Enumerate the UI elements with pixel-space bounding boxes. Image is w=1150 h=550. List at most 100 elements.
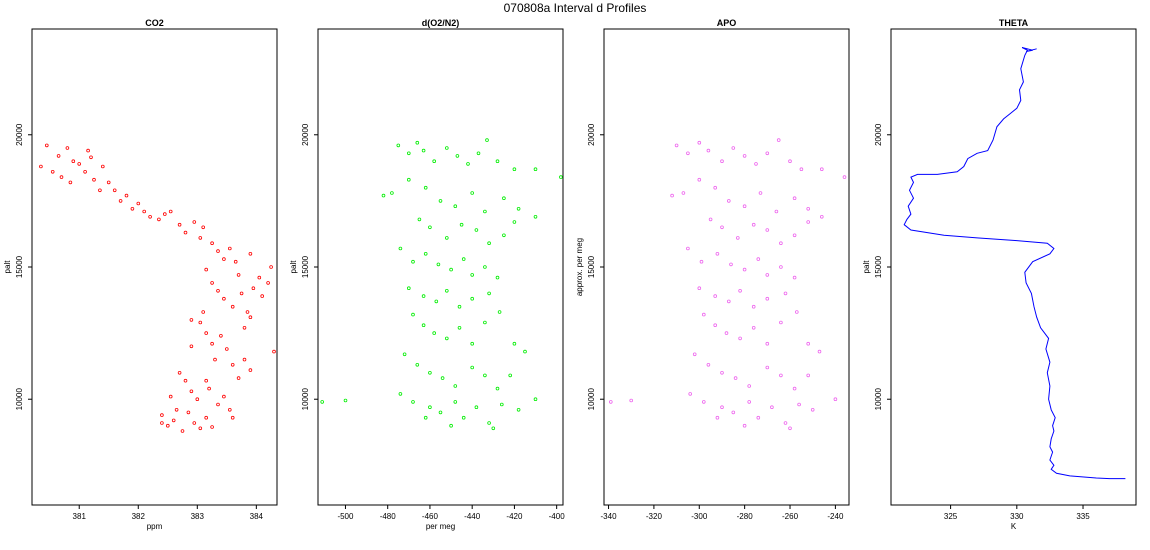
data-point	[210, 425, 214, 429]
data-point	[758, 191, 763, 195]
data-point	[210, 241, 214, 246]
data-point	[186, 410, 191, 415]
data-point	[756, 257, 761, 261]
data-point	[747, 384, 751, 388]
data-point	[402, 352, 407, 357]
data-point	[438, 410, 443, 415]
data-point	[699, 259, 704, 264]
data-point	[713, 294, 717, 298]
data-point	[228, 246, 232, 251]
data-point	[180, 429, 185, 433]
data-point	[406, 286, 411, 291]
data-point	[774, 209, 779, 214]
data-point	[228, 407, 232, 412]
data-point	[210, 281, 214, 285]
data-point	[242, 357, 247, 362]
data-point	[198, 426, 203, 431]
data-point	[230, 362, 235, 367]
data-point	[470, 191, 475, 195]
data-point	[491, 426, 496, 431]
data-point	[533, 397, 538, 402]
data-point	[130, 207, 135, 211]
data-point	[765, 365, 770, 370]
data-point	[495, 386, 500, 391]
data-point	[751, 304, 756, 309]
data-point	[508, 373, 513, 378]
data-point	[499, 402, 504, 407]
data-point	[512, 341, 517, 346]
data-point	[747, 400, 751, 404]
data-point	[201, 310, 206, 314]
data-point	[733, 376, 738, 380]
data-point	[697, 140, 702, 145]
data-point	[204, 415, 209, 420]
data-point	[183, 230, 188, 235]
data-point	[738, 336, 742, 341]
data-point	[731, 410, 736, 415]
data-point	[713, 185, 717, 190]
data-point	[842, 175, 847, 179]
data-point	[701, 400, 706, 404]
y-tick-label: 10000	[874, 388, 883, 411]
data-point	[715, 252, 720, 256]
data-point	[792, 233, 797, 238]
data-point	[799, 167, 804, 172]
data-point	[171, 418, 176, 423]
data-point	[697, 286, 702, 291]
data-point	[148, 215, 152, 219]
data-point	[497, 310, 502, 314]
data-point	[720, 159, 724, 164]
data-point	[417, 217, 422, 222]
x-tick-label: 381	[73, 512, 87, 521]
data-point	[204, 378, 209, 383]
data-point	[320, 400, 325, 404]
x-tick-label: 330	[1010, 512, 1024, 521]
data-point	[726, 299, 731, 304]
data-point	[56, 154, 61, 158]
data-point	[792, 275, 797, 280]
data-point	[731, 146, 736, 150]
y-tick-label: 10000	[15, 388, 24, 411]
data-point	[189, 344, 194, 349]
data-point	[390, 191, 394, 195]
data-point	[77, 162, 81, 166]
data-point	[65, 146, 70, 150]
x-tick-label: -420	[506, 512, 523, 521]
data-point	[204, 331, 209, 335]
data-point	[470, 365, 475, 370]
data-point	[157, 217, 161, 222]
data-point	[794, 310, 799, 314]
x-axis-label: K	[1011, 522, 1017, 531]
data-point	[449, 267, 453, 272]
data-point	[720, 405, 724, 410]
data-point	[751, 325, 756, 330]
data-point	[756, 415, 761, 420]
data-point	[483, 265, 487, 269]
panel-title: APO	[717, 18, 737, 28]
data-point	[166, 423, 170, 428]
data-point	[688, 392, 692, 396]
data-point	[765, 273, 770, 277]
data-point	[453, 384, 458, 388]
data-point	[457, 325, 462, 330]
data-point	[483, 209, 487, 214]
data-point	[735, 236, 740, 240]
y-tick-label: 20000	[874, 123, 883, 146]
data-point	[444, 236, 449, 240]
data-point	[411, 259, 415, 264]
data-point	[219, 333, 223, 338]
data-point	[742, 204, 747, 209]
y-tick-label: 20000	[587, 123, 596, 146]
data-point	[726, 199, 731, 203]
data-point	[174, 407, 179, 412]
panel-title: THETA	[999, 18, 1029, 28]
data-point	[230, 304, 235, 309]
data-point	[436, 262, 441, 267]
plot-frame	[31, 28, 278, 506]
data-point	[461, 415, 466, 420]
data-point	[470, 296, 475, 301]
data-point	[686, 246, 690, 251]
data-point	[470, 273, 475, 277]
data-point	[742, 423, 747, 428]
data-point	[168, 209, 173, 214]
